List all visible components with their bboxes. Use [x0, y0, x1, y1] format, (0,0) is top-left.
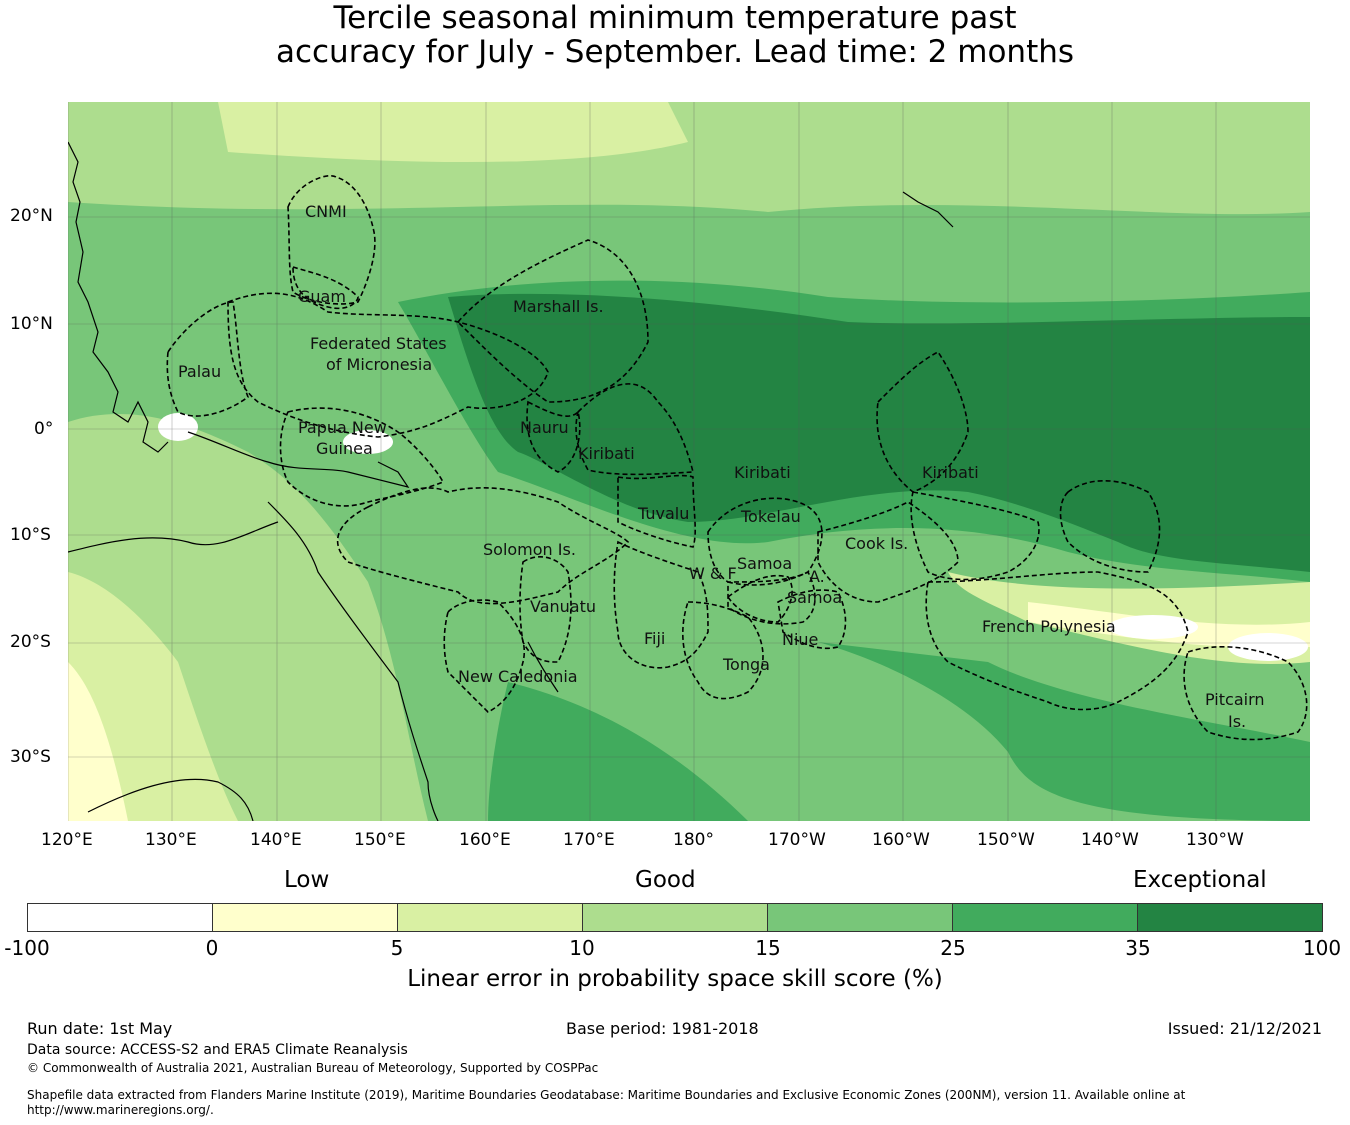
label-french-polynesia: French Polynesia — [982, 617, 1116, 636]
label-guam: Guam — [298, 287, 346, 306]
skill-patch-south — [818, 642, 1310, 821]
label-cnmi: CNMI — [305, 202, 347, 221]
lat-label-10s: 10°S — [10, 525, 51, 545]
lon-label-170e: 170°E — [563, 830, 615, 850]
base-period: Base period: 1981-2018 — [566, 1019, 759, 1038]
colorbar-tick: 10 — [569, 936, 595, 960]
colorbar-tick: 0 — [205, 936, 219, 960]
run-date: Run date: 1st May — [27, 1019, 173, 1038]
skill-spot-negative-1 — [158, 413, 198, 441]
colorbar-tick: 5 — [390, 936, 404, 960]
lon-label-160w: 160°W — [872, 830, 930, 850]
lon-label-170w: 170°W — [768, 830, 826, 850]
title-line-2: accuracy for July - September. Lead time… — [275, 34, 1075, 70]
legend-category-exceptional: Exceptional — [1133, 867, 1267, 893]
label-nauru: Nauru — [520, 418, 569, 437]
eez-boundaries — [166, 175, 1308, 741]
colorbar-segment-0-5 — [213, 904, 398, 931]
lat-label-30s: 30°S — [10, 747, 51, 767]
label-fsm-line2: of Micronesia — [326, 355, 432, 374]
label-kiribati-east: Kiribati — [922, 463, 979, 482]
lon-label-150e: 150°E — [354, 830, 406, 850]
lat-label-20n: 20°N — [10, 206, 53, 226]
label-samoa: Samoa — [737, 554, 792, 573]
label-niue: Niue — [782, 630, 818, 649]
colorbar-segment-5-10 — [398, 904, 583, 931]
label-pitcairn-line2: Is. — [1228, 712, 1246, 731]
label-tokelau: Tokelau — [740, 507, 801, 526]
label-tonga: Tonga — [722, 655, 770, 674]
lon-label-130w: 130°W — [1186, 830, 1244, 850]
lat-label-0: 0° — [34, 419, 54, 439]
label-wallis-futuna: W & F — [689, 564, 737, 583]
colorbar-segment-25-35 — [953, 904, 1138, 931]
colorbar — [27, 903, 1323, 932]
legend-category-good: Good — [635, 867, 696, 893]
colorbar-label: Linear error in probability space skill … — [407, 966, 943, 992]
label-marshall: Marshall Is. — [513, 297, 604, 316]
legend-category-low: Low — [284, 867, 330, 893]
label-kiribati-west: Kiribati — [578, 444, 635, 463]
colorbar-tick: 35 — [1125, 936, 1151, 960]
shapefile-url: http://www.marineregions.org/. — [27, 1103, 214, 1117]
label-new-caledonia: New Caledonia — [458, 667, 578, 686]
skill-map: CNMI Guam Marshall Is. Federated States … — [68, 102, 1310, 821]
colorbar-segment-neg — [28, 904, 213, 931]
label-fiji: Fiji — [644, 629, 665, 648]
label-pitcairn-line1: Pitcairn — [1205, 690, 1265, 709]
label-png-line1: Papua New — [298, 418, 387, 437]
colorbar-segment-10-15 — [583, 904, 768, 931]
label-solomon: Solomon Is. — [483, 540, 576, 559]
data-source: Data source: ACCESS-S2 and ERA5 Climate … — [27, 1042, 408, 1058]
skill-area-low — [68, 662, 128, 821]
skill-spot-negative-4 — [1228, 633, 1308, 661]
issued-date: Issued: 21/12/2021 — [1167, 1019, 1322, 1038]
title-line-1: Tercile seasonal minimum temperature pas… — [333, 0, 1017, 36]
colorbar-tick: 15 — [755, 936, 781, 960]
lon-label-140e: 140°E — [250, 830, 302, 850]
colorbar-segment-15-25 — [768, 904, 953, 931]
label-american-samoa-line2: Samoa — [787, 588, 842, 607]
skill-patch-north — [218, 102, 688, 162]
lat-label-20s: 20°S — [10, 632, 51, 652]
label-vanuatu: Vanuatu — [530, 597, 596, 616]
graticule — [68, 102, 1310, 821]
lon-label-180: 180° — [673, 830, 714, 850]
lon-label-160e: 160°E — [459, 830, 511, 850]
lon-label-130e: 130°E — [145, 830, 197, 850]
shapefile-credit: Shapefile data extracted from Flanders M… — [27, 1088, 1186, 1102]
copyright: © Commonwealth of Australia 2021, Austra… — [27, 1061, 599, 1075]
label-cook: Cook Is. — [845, 534, 908, 553]
coastlines — [68, 141, 954, 821]
label-tuvalu: Tuvalu — [637, 504, 689, 523]
colorbar-tick: 25 — [940, 936, 966, 960]
colorbar-tick: 100 — [1302, 936, 1342, 960]
lon-label-120e: 120°E — [41, 830, 93, 850]
label-png-line2: Guinea — [316, 439, 373, 458]
skill-band-exceptional — [448, 293, 1310, 572]
colorbar-segment-35-100 — [1138, 904, 1322, 931]
lat-label-10n: 10°N — [10, 314, 53, 334]
label-kiribati-central: Kiribati — [734, 463, 791, 482]
label-american-samoa-line1: A. — [809, 567, 825, 586]
skill-spot-negative-3 — [1108, 615, 1198, 639]
label-fsm-line1: Federated States — [310, 334, 447, 353]
colorbar-tick: -100 — [4, 936, 50, 960]
lon-label-140w: 140°W — [1081, 830, 1139, 850]
skill-patch-southwest — [488, 682, 748, 821]
label-palau: Palau — [178, 362, 221, 381]
lon-label-150w: 150°W — [977, 830, 1035, 850]
